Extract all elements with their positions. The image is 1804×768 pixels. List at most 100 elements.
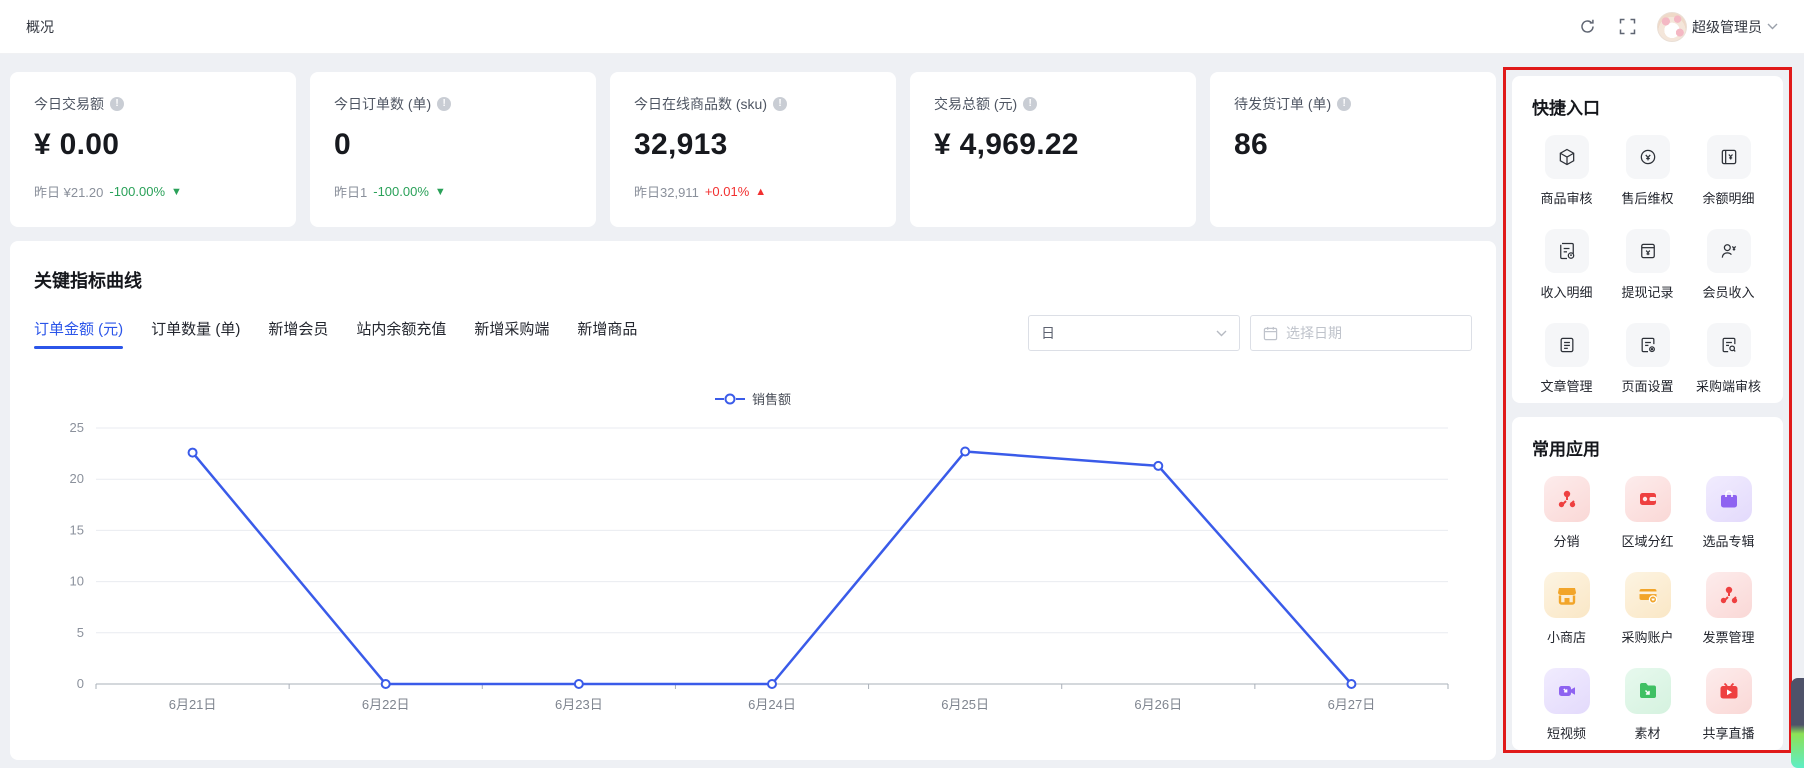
chevron-down-icon	[1767, 23, 1778, 30]
svg-text:6月22日: 6月22日	[362, 697, 410, 712]
stat-value: 0	[334, 128, 351, 161]
stat-label: 交易总额 (元)	[934, 96, 1018, 112]
stat-label: 今日订单数 (单)	[334, 96, 432, 112]
stat-card-total-transaction: 交易总额 (元) ¥ 4,969.22	[910, 72, 1196, 227]
refresh-icon[interactable]	[1577, 17, 1597, 37]
avatar[interactable]	[1657, 11, 1687, 42]
quick-entry-member-income[interactable]: 会员收入	[1688, 229, 1769, 301]
folder-icon	[1639, 683, 1656, 698]
period-select-value: 日	[1041, 325, 1055, 341]
info-icon[interactable]	[110, 97, 124, 111]
info-icon[interactable]	[1023, 97, 1038, 111]
network-icon	[1720, 586, 1737, 604]
page-gear-icon	[1641, 337, 1655, 353]
panel-title: 关键指标曲线	[34, 271, 142, 291]
svg-text:15: 15	[70, 522, 84, 537]
stat-card-today-transaction: 今日交易额 ¥ 0.00 昨日 ¥21.20-100.00%▼	[10, 72, 296, 227]
article-doc-icon	[1560, 337, 1573, 353]
app-invoice-manage[interactable]: 发票管理	[1688, 572, 1769, 646]
wallet-icon	[1639, 493, 1656, 505]
refund-cycle-icon	[1640, 149, 1655, 165]
withdraw-box-icon	[1640, 243, 1655, 259]
svg-text:5: 5	[77, 625, 84, 640]
svg-text:6月21日: 6月21日	[169, 697, 217, 712]
stat-compare: 昨日1 -100.00% ▼	[334, 184, 446, 200]
scrollbar-thumb[interactable]	[1791, 678, 1804, 768]
app-product-albums[interactable]: 选品专辑	[1688, 476, 1769, 550]
user-menu[interactable]: 超级管理员	[1657, 11, 1778, 42]
date-picker-input[interactable]: 选择日期	[1250, 315, 1472, 351]
legend-label: 销售额	[751, 392, 791, 407]
tab-order-amount[interactable]: 订单金额 (元)	[34, 318, 124, 349]
stat-compare: 昨日32,911 +0.01% ▲	[634, 184, 767, 200]
tab-new-purchasers[interactable]: 新增采购端	[474, 320, 550, 338]
stat-label: 待发货订单 (单)	[1234, 96, 1332, 112]
metric-tabs: 订单金额 (元) 订单数量 (单) 新增会员 站内余额充值 新增采购端 新增商品	[34, 318, 637, 349]
balance-book-icon	[1721, 149, 1736, 165]
stat-label: 今日交易额	[34, 96, 104, 112]
quick-entry-product-audit[interactable]: 商品审核	[1526, 135, 1607, 207]
key-indicator-panel: 关键指标曲线 订单金额 (元) 订单数量 (单) 新增会员 站内余额充值 新增采…	[10, 241, 1496, 760]
svg-text:6月26日: 6月26日	[1134, 697, 1182, 712]
app-short-video[interactable]: 短视频	[1526, 668, 1607, 742]
top-bar: 概况 超级管理员	[0, 0, 1804, 54]
svg-text:6月25日: 6月25日	[941, 697, 989, 712]
svg-text:10: 10	[70, 574, 84, 589]
common-apps-title: 常用应用	[1532, 440, 1600, 459]
user-name: 超级管理员	[1692, 18, 1762, 35]
quick-entry-article-manage[interactable]: 文章管理	[1526, 323, 1607, 395]
svg-text:6月23日: 6月23日	[555, 697, 603, 712]
tab-new-members[interactable]: 新增会员	[268, 320, 329, 338]
info-icon[interactable]	[437, 97, 452, 111]
live-tv-icon	[1720, 682, 1737, 699]
svg-text:20: 20	[70, 471, 84, 486]
svg-text:6月27日: 6月27日	[1328, 697, 1376, 712]
chevron-down-icon	[1216, 330, 1227, 337]
quick-entry-card: 快捷入口 商品审核 售后维权 余额明细 收入明细 提现记录	[1512, 76, 1783, 403]
period-select[interactable]: 日	[1028, 315, 1240, 351]
app-mini-shop[interactable]: 小商店	[1526, 572, 1607, 646]
info-icon[interactable]	[1337, 97, 1352, 111]
quick-entry-withdraw-record[interactable]: 提现记录	[1607, 229, 1688, 301]
tab-order-count[interactable]: 订单数量 (单)	[151, 320, 241, 338]
quick-entry-aftersale[interactable]: 售后维权	[1607, 135, 1688, 207]
quick-entry-purchaser-audit[interactable]: 采购端审核	[1688, 323, 1769, 395]
quick-entry-income-detail[interactable]: 收入明细	[1526, 229, 1607, 301]
svg-text:25: 25	[70, 420, 84, 435]
network-icon	[1558, 490, 1575, 508]
stat-value: 32,913	[634, 128, 728, 161]
quick-entry-page-setting[interactable]: 页面设置	[1607, 323, 1688, 395]
svg-text:0: 0	[77, 676, 84, 691]
svg-text:6月24日: 6月24日	[748, 697, 796, 712]
app-materials[interactable]: 素材	[1607, 668, 1688, 742]
legend-sales[interactable]: 销售额	[714, 389, 791, 408]
app-region-dividend[interactable]: 区域分红	[1607, 476, 1688, 550]
app-distribution[interactable]: 分销	[1526, 476, 1607, 550]
stat-card-online-sku: 今日在线商品数 (sku) 32,913 昨日32,911+0.01%▲	[610, 72, 896, 227]
doc-search-icon	[1722, 337, 1736, 353]
info-icon[interactable]	[773, 97, 787, 111]
annotation-red-box: 快捷入口 商品审核 售后维权 余额明细 收入明细 提现记录	[1503, 67, 1792, 753]
common-apps-card: 常用应用 分销 区域分红 选品专辑 小商店 采购账户	[1512, 417, 1783, 750]
legend-marker-icon	[714, 393, 745, 404]
bag-icon	[1720, 490, 1737, 508]
shop-icon	[1557, 588, 1576, 605]
fullscreen-icon[interactable]	[1617, 17, 1637, 37]
date-placeholder: 选择日期	[1286, 325, 1342, 341]
app-purchase-account[interactable]: 采购账户	[1607, 572, 1688, 646]
stat-value: 86	[1234, 128, 1268, 161]
income-doc-icon	[1559, 242, 1574, 260]
package-icon	[1559, 148, 1574, 166]
stat-compare: 昨日 ¥21.20 -100.00% ▼	[34, 184, 182, 200]
sales-line-chart: 0 5 10 15 20 25 6月21日 6月22日 6月23日 6月24日 6月25日 6月26日…	[34, 414, 1472, 732]
quick-entry-title: 快捷入口	[1532, 99, 1600, 118]
stat-card-pending-shipment: 待发货订单 (单) 86	[1210, 72, 1496, 227]
stat-value: ¥ 4,969.22	[934, 128, 1079, 161]
stat-cards-row: 今日交易额 ¥ 0.00 昨日 ¥21.20-100.00%▼ 今日订单数 (单…	[10, 72, 1496, 227]
tab-balance-recharge[interactable]: 站内余额充值	[356, 320, 447, 338]
video-icon	[1558, 686, 1575, 696]
tab-new-products[interactable]: 新增商品	[577, 320, 638, 338]
app-shared-live[interactable]: 共享直播	[1688, 668, 1769, 742]
quick-entry-balance-detail[interactable]: 余额明细	[1688, 135, 1769, 207]
stat-value: ¥ 0.00	[34, 128, 120, 161]
